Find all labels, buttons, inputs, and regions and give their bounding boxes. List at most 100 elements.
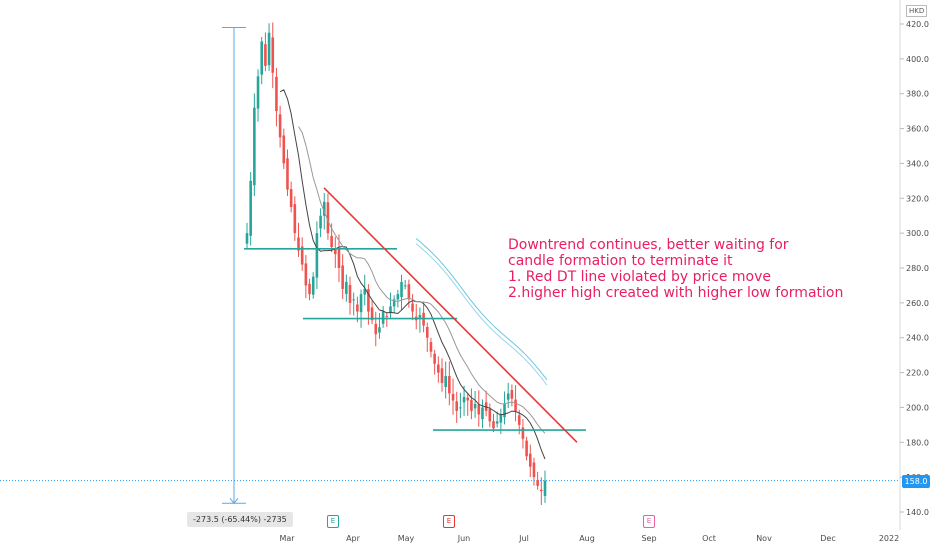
candle-body (525, 440, 528, 457)
candle (282, 128, 286, 169)
candle-body (466, 397, 470, 401)
time-tick-label: 2022 (879, 534, 899, 543)
price-tick-label: 140.0 (906, 508, 929, 517)
moving-average-channel-lower (415, 243, 548, 386)
candle-body (503, 403, 506, 418)
candle-body (459, 407, 462, 409)
candle-body (333, 249, 337, 255)
candle-body (499, 414, 503, 423)
price-range-measure[interactable] (222, 26, 246, 505)
price-tick-label: 300.0 (906, 229, 929, 238)
candle-body (411, 303, 414, 312)
candle-body (437, 364, 440, 373)
candle-body (448, 376, 451, 394)
candle (308, 278, 311, 301)
candle-body (477, 404, 481, 415)
annotation-line-1: Downtrend continues, better waiting for (508, 237, 789, 253)
candle (289, 181, 293, 213)
candle (448, 361, 451, 406)
candle-body (367, 289, 370, 312)
candle (540, 477, 543, 505)
last-price-tag: 158.0 (902, 475, 930, 488)
candle-body (425, 326, 429, 338)
candle (525, 436, 528, 461)
candle (484, 390, 488, 417)
candle (333, 236, 337, 269)
candle (315, 221, 319, 290)
earnings-marker-1[interactable]: E (327, 515, 339, 528)
candlesticks (245, 22, 547, 505)
time-tick-label: Apr (346, 534, 361, 543)
time-tick-label: Jul (518, 534, 529, 543)
candle (319, 208, 322, 238)
candle (543, 470, 547, 503)
support-lines (244, 248, 586, 431)
candle (311, 272, 315, 299)
earnings-marker-2[interactable]: E (443, 515, 455, 528)
candle-body (543, 480, 547, 497)
price-tick-label: 220.0 (906, 369, 929, 378)
candle-body (381, 311, 385, 324)
time-axis[interactable]: Mar Apr May Jun Jul Aug Sep Oct Nov Dec 2022 (279, 534, 899, 543)
annotation-line-2: candle formation to terminate it (508, 253, 733, 269)
candle-body (444, 376, 447, 387)
candle (264, 32, 267, 72)
candle-body (385, 315, 389, 317)
candle (275, 67, 278, 127)
price-axis[interactable]: 140.0160.0180.0200.0220.0240.0260.0280.0… (900, 20, 929, 517)
candle-body (514, 399, 517, 411)
candle (495, 411, 499, 428)
candle (414, 303, 418, 330)
measure-label: -273.5 (-65.44%) -2735 (187, 512, 293, 527)
candle (260, 37, 264, 85)
price-tick-label: 380.0 (906, 90, 929, 99)
candle (370, 300, 374, 325)
candle-body (249, 180, 252, 236)
annotation-text[interactable]: Downtrend continues, better waiting for … (508, 237, 843, 301)
candle (352, 292, 355, 316)
candle-body (532, 462, 536, 478)
earnings-marker-3[interactable]: E (643, 515, 655, 528)
candle (506, 382, 510, 408)
candle-body (337, 249, 341, 268)
candle-body (330, 235, 333, 248)
time-tick-label: May (398, 534, 415, 543)
candle-body (315, 233, 319, 278)
candle (470, 388, 473, 420)
candle-body (326, 202, 330, 234)
candle (337, 234, 341, 282)
candle (363, 274, 367, 306)
candle-body (521, 427, 525, 439)
moving-average-channel-upper (415, 238, 548, 381)
candle-body (260, 41, 264, 75)
price-tick-label: 280.0 (906, 264, 929, 273)
candle (462, 385, 466, 416)
candle-body (470, 399, 473, 411)
candle-body (345, 281, 348, 294)
candle (297, 222, 300, 257)
candle-body (462, 396, 466, 403)
candle-body (488, 409, 492, 422)
candle-body (389, 306, 392, 314)
candle-body (271, 37, 275, 73)
candle (341, 254, 344, 300)
price-tick-label: 360.0 (906, 125, 929, 134)
time-tick-label: Sep (641, 534, 656, 543)
time-tick-label: Jun (457, 534, 471, 543)
candle (528, 444, 532, 477)
downtrend-line[interactable] (323, 187, 578, 443)
candle (503, 391, 506, 425)
candle-body (308, 283, 311, 295)
candle (396, 289, 400, 308)
candle-body (492, 421, 495, 429)
candle-body (289, 189, 293, 207)
candle (440, 358, 444, 392)
candle-body (245, 233, 249, 244)
candle (466, 393, 470, 416)
candle (271, 22, 275, 89)
candle-body (378, 327, 381, 333)
candle-body (304, 263, 308, 286)
candle (300, 237, 304, 271)
candle-body (506, 393, 510, 400)
